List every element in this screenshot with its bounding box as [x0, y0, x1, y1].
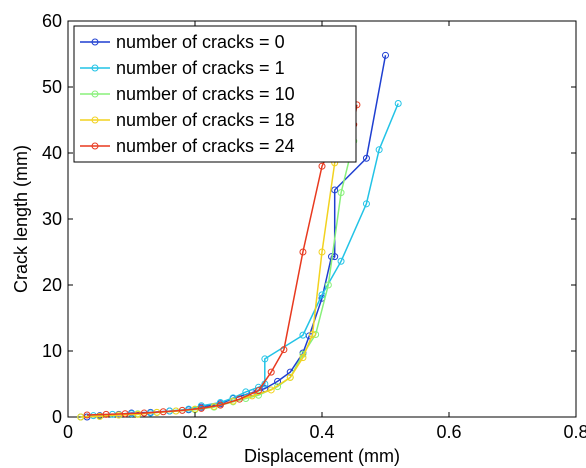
legend-label: number of cracks = 10 [116, 84, 295, 104]
data-point [318, 162, 326, 170]
x-axis-title: Displacement (mm) [244, 446, 400, 466]
data-point [140, 409, 148, 417]
data-point [286, 373, 294, 381]
data-point [178, 406, 186, 414]
y-tick-label: 50 [42, 77, 62, 97]
data-point [261, 355, 269, 363]
y-tick-label: 10 [42, 341, 62, 361]
y-axis-title: Crack length (mm) [11, 145, 31, 293]
data-point [83, 411, 91, 419]
data-point [382, 51, 389, 59]
legend: number of cracks = 0 number of cracks = 1… [73, 25, 357, 163]
data-point [280, 346, 288, 354]
data-point [324, 281, 332, 289]
y-tick-label: 60 [42, 11, 62, 31]
data-point [362, 154, 370, 162]
y-tick-label: 40 [42, 143, 62, 163]
data-point [229, 397, 237, 405]
x-tick-label: 0.4 [309, 422, 334, 442]
data-point [134, 410, 142, 418]
x-tick-label: 0.8 [563, 422, 586, 442]
data-point [274, 377, 282, 385]
data-point [337, 257, 345, 265]
legend-label: number of cracks = 24 [116, 136, 295, 156]
legend-swatch-marker [91, 116, 99, 124]
data-point [337, 189, 345, 197]
x-tick-label: 0.6 [436, 422, 461, 442]
data-point [375, 146, 383, 154]
data-point [318, 248, 326, 256]
legend-swatch-marker [91, 38, 99, 46]
data-point [308, 331, 316, 338]
x-tick-label: 0.2 [182, 422, 207, 442]
data-point [115, 411, 123, 419]
data-point [362, 200, 370, 208]
data-point [299, 331, 307, 339]
legend-swatch-marker [91, 64, 99, 72]
data-point [77, 413, 85, 421]
data-point [159, 408, 167, 416]
x-tick-label: 0 [63, 422, 73, 442]
data-point [242, 388, 250, 396]
data-point [216, 401, 224, 409]
legend-label: number of cracks = 18 [116, 110, 295, 130]
y-tick-label: 20 [42, 275, 62, 295]
legend-item: number of cracks = 18 [80, 110, 295, 130]
data-point [267, 368, 275, 376]
legend-label: number of cracks = 1 [116, 58, 285, 78]
data-point [197, 404, 205, 412]
data-point [299, 354, 307, 362]
y-tick-label: 30 [42, 209, 62, 229]
data-point [299, 248, 307, 256]
legend-swatch-marker [91, 90, 99, 98]
data-point [121, 410, 129, 418]
data-point [394, 100, 402, 107]
data-point [331, 186, 339, 194]
legend-label: number of cracks = 0 [116, 32, 285, 52]
y-tick-label: 0 [52, 407, 62, 427]
data-point [102, 410, 110, 418]
legend-swatch-marker [91, 142, 99, 150]
data-point [255, 387, 262, 395]
legend-item: number of cracks = 10 [80, 84, 295, 104]
data-point [274, 383, 282, 391]
legend-box [73, 25, 357, 163]
legend-item: number of cracks = 0 [80, 32, 285, 52]
data-point [96, 412, 104, 420]
legend-item: number of cracks = 24 [80, 136, 295, 156]
tick-layer: 0 0.2 0.4 0.6 0.8 0 10 20 30 40 50 60 [42, 11, 586, 442]
legend-item: number of cracks = 1 [80, 58, 285, 78]
data-point [267, 386, 275, 394]
data-point [235, 395, 243, 403]
